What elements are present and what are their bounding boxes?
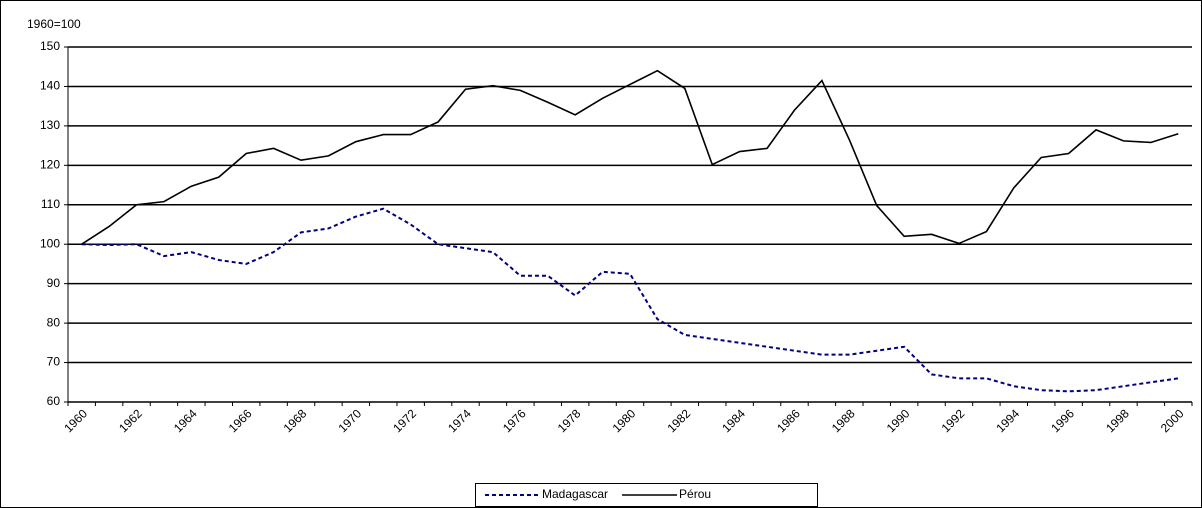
- y-tick-label: 60: [47, 394, 61, 408]
- y-tick-label: 90: [47, 276, 61, 290]
- y-tick-label: 110: [41, 197, 60, 211]
- y-tick-label: 140: [40, 79, 60, 93]
- y-tick-label: 100: [40, 236, 60, 250]
- y-tick-label: 70: [47, 355, 61, 369]
- series-line: [81, 69, 1179, 245]
- y-tick-label: 150: [40, 39, 60, 53]
- y-tick-label: 120: [40, 158, 60, 172]
- series-line: [81, 207, 1179, 393]
- legend: Madagascar Pérou: [475, 483, 818, 507]
- legend-label: Madagascar: [542, 487, 608, 501]
- y-tick-label: 130: [40, 118, 60, 132]
- legend-label: Pérou: [679, 487, 711, 501]
- y-unit-label: 1960=100: [27, 17, 81, 31]
- y-tick-label: 80: [47, 315, 61, 329]
